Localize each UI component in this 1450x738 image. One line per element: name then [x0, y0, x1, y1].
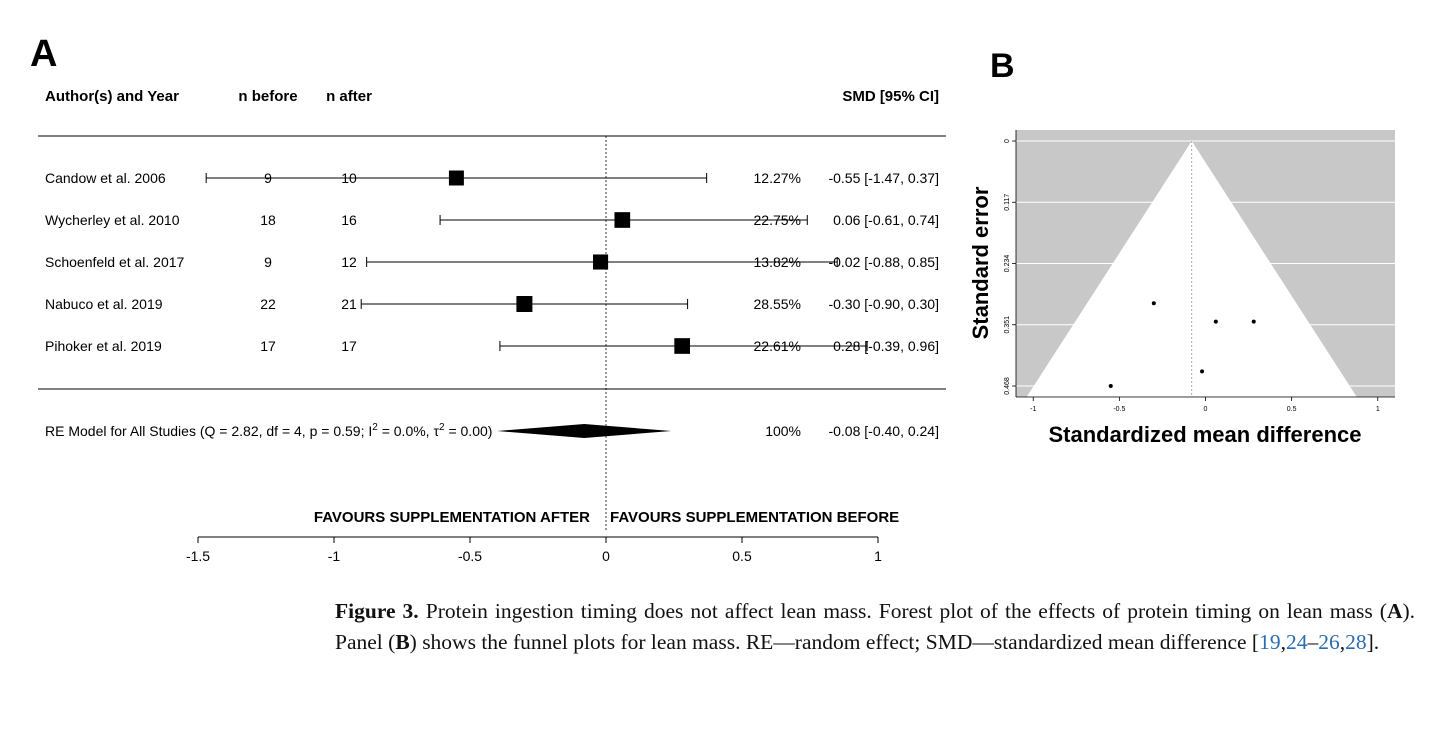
- funnel-x-tick-label: 0.5: [1287, 406, 1297, 413]
- study-n-after: 21: [341, 296, 357, 312]
- study-name: Pihoker et al. 2019: [45, 338, 162, 354]
- study-weight: 22.61%: [754, 338, 801, 354]
- study-effect-square: [516, 296, 533, 312]
- citation-link[interactable]: 26: [1318, 630, 1340, 654]
- funnel-point: [1200, 369, 1205, 374]
- panel-a-label: A: [30, 33, 57, 75]
- forest-rows: Candow et al. 2006 9 10 12.27% -0.55 [-1.47,…: [45, 170, 939, 354]
- study-n-after: 16: [341, 212, 357, 228]
- study-n-before: 22: [260, 296, 276, 312]
- summary-ci: -0.08 [-0.40, 0.24]: [828, 423, 939, 439]
- forest-axis-tick-label: 0: [602, 548, 610, 564]
- citation-link[interactable]: 24: [1285, 630, 1308, 654]
- study-n-before: 17: [260, 338, 276, 354]
- summary-diamond: [497, 424, 672, 438]
- favours-right-label: FAVOURS SUPPLEMENTATION BEFORE: [610, 509, 899, 526]
- study-n-after: 17: [341, 338, 357, 354]
- funnel-x-tick-label: -0.5: [1113, 406, 1125, 413]
- forest-axis-tick-label: 0.5: [732, 548, 752, 564]
- study-name: Nabuco et al. 2019: [45, 296, 163, 312]
- study-weight: 12.27%: [754, 170, 801, 186]
- forest-x-axis: -1.5 -1 -0.5 0 0.5 1: [186, 536, 882, 564]
- figure-caption: Figure 3. Protein ingestion timing does …: [335, 599, 1416, 654]
- funnel-x-tick-label: 0: [1204, 406, 1208, 413]
- study-ci-text: -0.55 [-1.47, 0.37]: [828, 170, 939, 186]
- funnel-x-tick-label: 1: [1376, 406, 1380, 413]
- header-n-before: n before: [238, 88, 297, 105]
- header-study: Author(s) and Year: [45, 88, 179, 105]
- study-effect-square: [674, 338, 690, 354]
- caption-figure-label: Figure 3.: [335, 599, 419, 623]
- funnel-point: [1151, 301, 1156, 306]
- header-smd: SMD [95% CI]: [842, 88, 939, 105]
- funnel-x-label: Standardized mean difference: [1049, 422, 1362, 447]
- funnel-point: [1251, 319, 1256, 324]
- study-name: Schoenfeld et al. 2017: [45, 254, 185, 270]
- study-n-after: 12: [341, 254, 357, 270]
- study-ci-text: -0.30 [-0.90, 0.30]: [828, 296, 939, 312]
- funnel-y-tick-label: 0.468: [1004, 377, 1011, 395]
- summary-label: RE Model for All Studies (Q = 2.82, df =…: [45, 422, 492, 439]
- favours-left-label: FAVOURS SUPPLEMENTATION AFTER: [314, 509, 590, 526]
- header-n-after: n after: [326, 88, 372, 105]
- funnel-triangle: [1026, 141, 1357, 397]
- study-weight: 13.82%: [754, 254, 801, 270]
- funnel-point: [1108, 384, 1113, 388]
- study-n-before: 9: [264, 254, 272, 270]
- study-weight: 28.55%: [754, 296, 801, 312]
- citation-link[interactable]: 28: [1345, 630, 1367, 654]
- study-effect-square: [593, 254, 609, 270]
- funnel-axes: 0 0.117 0.234 0.351 0.468 -1 -0.5 0 0.5 1: [1004, 130, 1395, 413]
- funnel-y-tick-label: 0.117: [1004, 194, 1011, 211]
- figure-3: A Author(s) and Year n before n after SM…: [30, 33, 1395, 564]
- study-ci-text: -0.02 [-0.88, 0.85]: [828, 254, 939, 270]
- panel-b-label: B: [990, 47, 1015, 85]
- study-effect-square: [448, 170, 464, 186]
- forest-axis-tick-label: -1: [328, 548, 341, 564]
- summary-weight: 100%: [765, 423, 801, 439]
- funnel-y-tick-label: 0.351: [1004, 316, 1011, 334]
- study-ci-text: 0.06 [-0.61, 0.74]: [833, 212, 939, 228]
- study-weight: 22.75%: [754, 212, 801, 228]
- funnel-x-tick-label: -1: [1030, 406, 1036, 413]
- funnel-y-tick-label: 0.234: [1004, 255, 1011, 273]
- citation-link[interactable]: 19: [1259, 630, 1281, 654]
- funnel-y-label: Standard error: [968, 186, 993, 339]
- study-effect-square: [614, 212, 631, 228]
- study-name: Wycherley et al. 2010: [45, 212, 180, 228]
- study-ci-text: 0.28 [-0.39, 0.96]: [833, 338, 939, 354]
- forest-axis-tick-label: -1.5: [186, 548, 210, 564]
- study-name: Candow et al. 2006: [45, 170, 166, 186]
- funnel-point: [1213, 319, 1218, 324]
- forest-axis-tick-label: 1: [874, 548, 882, 564]
- funnel-y-tick-label: 0: [1004, 139, 1011, 143]
- funnel-points: [1108, 301, 1256, 388]
- study-n-before: 18: [260, 212, 276, 228]
- forest-axis-tick-label: -0.5: [458, 548, 482, 564]
